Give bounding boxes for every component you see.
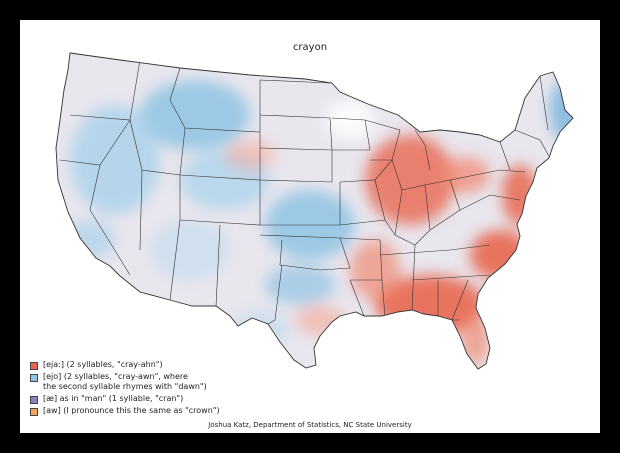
legend-label-ae: [æ] as in "man" (1 syllable, "cran")	[43, 394, 184, 403]
legend-swatch-ejo	[30, 374, 38, 382]
state-borders	[59, 59, 551, 325]
credit-line: Joshua Katz, Department of Statistics, N…	[208, 421, 412, 429]
legend-label-aw: [aw] (I pronounce this the same as "crow…	[43, 406, 220, 415]
legend-swatch-eja	[30, 362, 38, 370]
legend: [eja:] (2 syllables, "cray-ahn") [ejo] (…	[30, 360, 220, 418]
legend-item-ae: [æ] as in "man" (1 syllable, "cran")	[30, 394, 220, 404]
legend-swatch-ae	[30, 396, 38, 404]
map-frame: crayon	[20, 20, 600, 433]
legend-item-eja: [eja:] (2 syllables, "cray-ahn")	[30, 360, 220, 370]
legend-item-ejo: [ejo] (2 syllables, "cray-awn", where th…	[30, 372, 220, 392]
us-dialect-map	[55, 52, 574, 370]
map-title: crayon	[292, 42, 328, 53]
legend-item-aw: [aw] (I pronounce this the same as "crow…	[30, 406, 220, 416]
legend-label-ejo: [ejo] (2 syllables, "cray-awn", where th…	[43, 372, 207, 391]
legend-label-eja: [eja:] (2 syllables, "cray-ahn")	[43, 360, 163, 369]
legend-swatch-aw	[30, 408, 38, 416]
